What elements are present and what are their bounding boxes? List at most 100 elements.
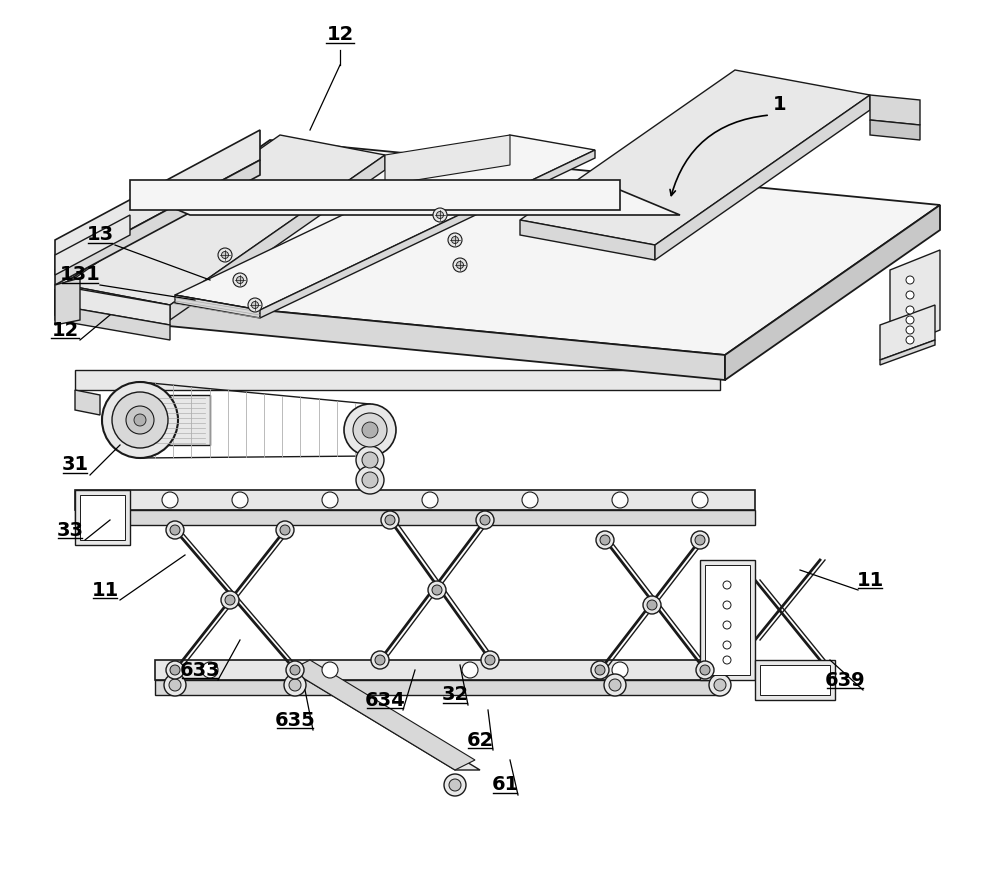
Circle shape: [723, 656, 731, 664]
Circle shape: [591, 661, 609, 679]
Polygon shape: [80, 495, 125, 540]
Circle shape: [233, 273, 247, 287]
Polygon shape: [75, 390, 100, 415]
Text: 131: 131: [60, 266, 100, 284]
Polygon shape: [130, 190, 680, 215]
Circle shape: [356, 446, 384, 474]
Circle shape: [169, 679, 181, 691]
Circle shape: [428, 581, 446, 599]
Circle shape: [375, 655, 385, 665]
Circle shape: [112, 392, 168, 448]
Circle shape: [462, 662, 478, 678]
Circle shape: [252, 302, 258, 309]
Circle shape: [714, 679, 726, 691]
Text: 13: 13: [86, 225, 114, 245]
Text: 61: 61: [491, 775, 519, 795]
Circle shape: [202, 662, 218, 678]
Circle shape: [126, 406, 154, 434]
Polygon shape: [880, 305, 935, 360]
Circle shape: [225, 595, 235, 605]
Polygon shape: [260, 150, 595, 318]
Polygon shape: [55, 130, 260, 270]
Circle shape: [432, 585, 442, 595]
Circle shape: [612, 662, 628, 678]
Polygon shape: [170, 155, 385, 320]
Circle shape: [289, 679, 301, 691]
Polygon shape: [520, 70, 870, 245]
Circle shape: [692, 492, 708, 508]
Polygon shape: [175, 295, 260, 318]
Polygon shape: [290, 670, 480, 770]
Polygon shape: [385, 135, 510, 185]
Polygon shape: [75, 490, 130, 545]
Polygon shape: [55, 278, 80, 325]
Text: 32: 32: [441, 686, 469, 704]
Text: 635: 635: [275, 710, 315, 730]
Circle shape: [700, 665, 710, 675]
Polygon shape: [890, 250, 940, 350]
Polygon shape: [55, 285, 170, 325]
Circle shape: [170, 665, 180, 675]
Polygon shape: [55, 305, 170, 340]
Circle shape: [691, 531, 709, 549]
Polygon shape: [725, 205, 940, 380]
Polygon shape: [130, 180, 620, 210]
Circle shape: [485, 655, 495, 665]
Polygon shape: [55, 160, 260, 285]
Circle shape: [612, 492, 628, 508]
Circle shape: [166, 521, 184, 539]
Circle shape: [276, 521, 294, 539]
Circle shape: [723, 601, 731, 609]
Circle shape: [232, 492, 248, 508]
Text: 12: 12: [51, 320, 79, 339]
Circle shape: [284, 674, 306, 696]
Text: 11: 11: [91, 581, 119, 600]
Circle shape: [221, 591, 239, 609]
Circle shape: [600, 535, 610, 545]
Circle shape: [322, 662, 338, 678]
Polygon shape: [75, 370, 720, 390]
Circle shape: [164, 674, 186, 696]
Circle shape: [356, 466, 384, 494]
Circle shape: [290, 665, 300, 675]
Polygon shape: [760, 665, 830, 695]
Polygon shape: [65, 135, 385, 305]
Circle shape: [237, 276, 244, 283]
Polygon shape: [880, 340, 935, 365]
Polygon shape: [65, 285, 170, 320]
Circle shape: [906, 326, 914, 334]
Polygon shape: [155, 660, 720, 680]
Circle shape: [481, 651, 499, 669]
Circle shape: [456, 261, 464, 268]
Circle shape: [906, 276, 914, 284]
Polygon shape: [75, 510, 755, 525]
Text: 634: 634: [365, 690, 405, 709]
Circle shape: [695, 535, 705, 545]
Circle shape: [709, 674, 731, 696]
Circle shape: [604, 674, 626, 696]
Circle shape: [381, 511, 399, 529]
Polygon shape: [755, 660, 835, 700]
Circle shape: [696, 661, 714, 679]
Polygon shape: [870, 95, 920, 125]
Text: 12: 12: [326, 25, 354, 45]
Circle shape: [371, 651, 389, 669]
Circle shape: [385, 515, 395, 525]
Polygon shape: [55, 215, 130, 275]
Circle shape: [906, 306, 914, 314]
Circle shape: [436, 211, 444, 218]
Polygon shape: [290, 660, 475, 770]
Circle shape: [322, 492, 338, 508]
Text: 639: 639: [825, 671, 865, 689]
Circle shape: [723, 581, 731, 589]
Circle shape: [609, 679, 621, 691]
Circle shape: [647, 600, 657, 610]
Circle shape: [162, 492, 178, 508]
Polygon shape: [655, 95, 870, 260]
Circle shape: [452, 237, 458, 244]
Text: 633: 633: [180, 660, 220, 680]
Text: 11: 11: [856, 571, 884, 589]
Text: 1: 1: [773, 96, 787, 115]
Polygon shape: [520, 220, 655, 260]
Circle shape: [166, 661, 184, 679]
